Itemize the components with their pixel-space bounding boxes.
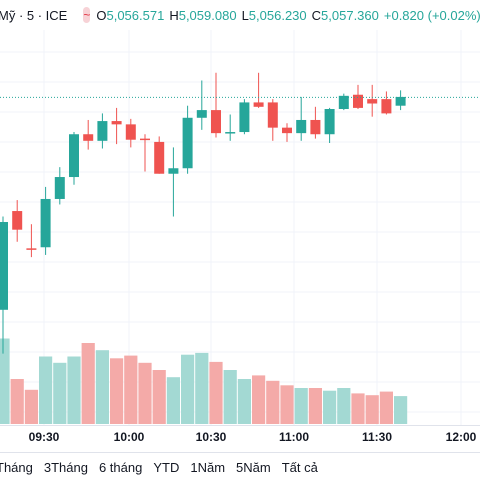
candle-body [395,96,406,106]
candle-body [282,127,292,134]
high-label: H [169,7,179,23]
candle-body [111,121,122,125]
open-value: O5,056.571 [96,8,164,23]
close-value: C5,057.360 [312,8,379,23]
chart-legend-header: Mỹ · 5 · ICE ~ O5,056.571 H5,059.080 L5,… [0,0,480,30]
time-tick-label: 11:30 [362,430,392,444]
candle-body [54,177,65,199]
volume-bar [95,350,109,424]
volume-bar [394,396,408,424]
time-tick-label: 09:30 [29,430,60,444]
volume-bar [379,391,393,424]
volume-bar [280,385,294,424]
candle-body [182,117,193,169]
high-value: H5,059.080 [169,8,236,23]
time-axis: 09:30 10:00 10:30 11:00 11:30 12:00 [29,430,477,444]
volume-bars [0,338,408,424]
high-number: 5,059.080 [178,7,237,23]
wave-icon[interactable]: ~ [83,7,91,23]
candle-body [253,102,264,107]
close-number: 5,057.360 [321,7,379,23]
candle-body [239,102,250,133]
volume-bar [81,343,95,424]
volume-bar [181,354,195,424]
candle-body [338,95,349,109]
volume-bar [10,379,24,424]
range-button-6month[interactable]: 6 tháng [98,459,143,475]
volume-bar [67,356,81,424]
range-button-ytd[interactable]: YTD [153,459,180,475]
range-button-month[interactable]: Tháng [0,459,33,475]
candle-body [211,110,221,134]
time-tick-label: 12:00 [446,430,477,444]
candle-body [26,248,37,250]
volume-bar [294,388,308,424]
volume-bar [195,352,209,424]
candle-body [367,99,378,104]
candle-body [310,119,321,135]
volume-bar [110,358,124,424]
low-value: L5,056.230 [242,8,307,23]
candle-body [267,102,278,128]
candle-body [0,222,8,310]
candle-body [97,121,108,141]
candle-body [83,134,94,141]
volume-bar [223,370,237,424]
candle-body [140,138,150,141]
volume-bar [351,393,365,424]
volume-bar [39,356,53,424]
volume-bar [266,380,280,424]
volume-bar [337,388,351,424]
low-number: 5,056.230 [248,7,307,23]
range-button-3month[interactable]: 3Tháng [43,459,88,475]
candle-body [40,198,51,248]
range-button-1year[interactable]: 1Năm [190,459,226,475]
volume-bar [323,390,337,424]
candle-body [353,94,363,108]
open-label: O [96,7,107,23]
candle-body [12,211,23,230]
volume-bar [209,361,223,424]
time-tick-label: 10:30 [196,430,227,444]
low-label: L [241,7,249,23]
candlestick-chart[interactable]: 09:30 10:00 10:30 11:00 11:30 12:00 [0,0,480,452]
volume-bar [237,379,251,424]
change-value: +0.820 (+0.02%) [383,7,480,23]
candle-body [296,119,307,134]
volume-bar [138,362,152,424]
time-tick-label: 11:00 [279,430,309,444]
time-tick-label: 10:00 [114,430,145,444]
volume-bar [365,395,379,424]
candle-body [324,109,335,135]
range-button-all[interactable]: Tất cả [281,459,318,475]
volume-bar [24,389,38,424]
candles [0,72,406,354]
time-range-bar: Tháng 3Tháng 6 tháng YTD 1Năm 5Năm Tất c… [0,452,480,481]
candle-body [154,141,165,174]
candle-body [69,134,79,178]
volume-bar [124,355,138,424]
volume-bar [308,388,322,424]
candle-body [168,168,179,174]
volume-bar [166,377,180,424]
candle-body [225,132,236,134]
volume-bar [252,375,266,424]
volume-bar [53,362,67,424]
candle-body [125,124,136,140]
close-label: C [311,7,322,23]
volume-bar [0,338,10,424]
candle-body [381,99,392,114]
volume-bar [152,370,166,424]
open-number: 5,056.571 [106,7,165,23]
symbol-label[interactable]: Mỹ · 5 · ICE [0,7,68,23]
candle-body [196,110,207,118]
range-button-5year[interactable]: 5Năm [236,459,271,475]
